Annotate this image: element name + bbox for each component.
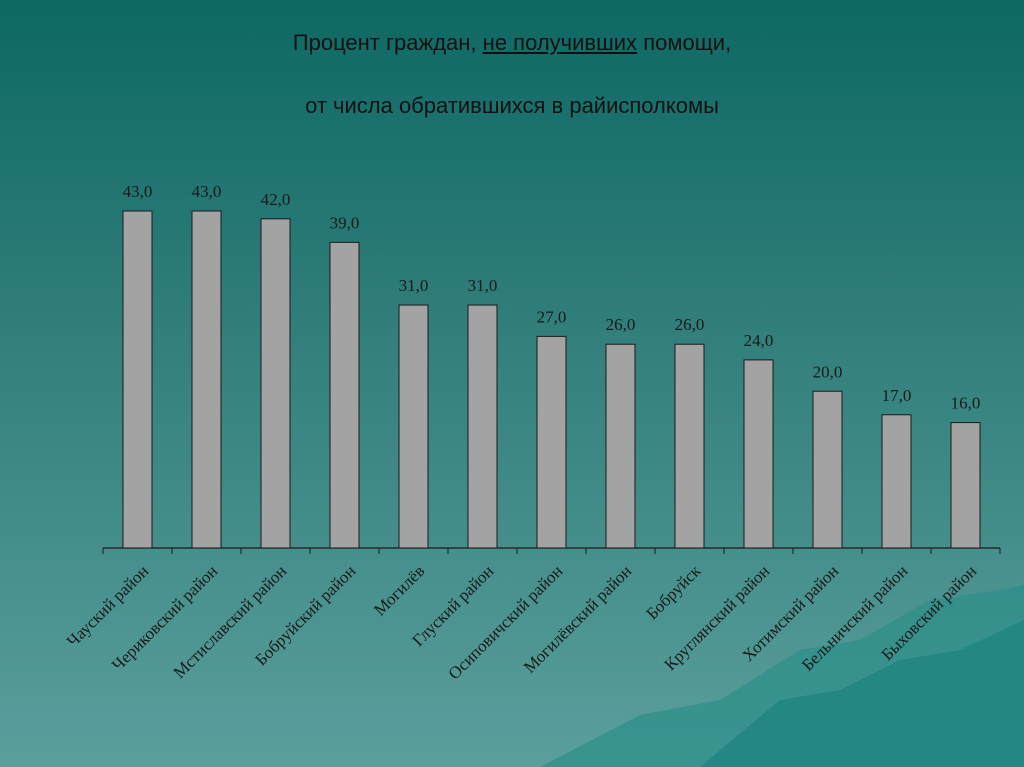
value-label: 26,0	[675, 315, 705, 334]
value-label: 24,0	[744, 331, 774, 350]
bar	[674, 343, 705, 549]
bar	[950, 422, 981, 549]
subtitle: от числа обратившихся в райисполкомы	[305, 93, 719, 118]
title: Процент граждан, не получивших помощи,	[0, 30, 1024, 56]
value-label: 43,0	[192, 182, 222, 201]
value-label: 20,0	[813, 362, 843, 381]
title-part: Процент граждан,	[292, 30, 477, 55]
mountain	[700, 620, 1024, 767]
value-label: 17,0	[882, 386, 912, 405]
value-label: 31,0	[399, 276, 429, 295]
bar	[467, 304, 498, 549]
bar	[329, 241, 360, 549]
bar	[812, 390, 843, 549]
x-tick-label: Осиповичский район	[445, 561, 567, 683]
bar	[881, 414, 912, 549]
value-label: 43,0	[123, 182, 153, 201]
x-tick-label: Могилёв	[370, 561, 428, 619]
value-label: 27,0	[537, 307, 567, 326]
title-part: помощи,	[643, 30, 732, 55]
title-part: не получивших	[482, 30, 638, 55]
bar	[260, 218, 291, 549]
x-tick-label: Бобруйск	[642, 561, 704, 623]
x-tick-label: Мстиславский район	[170, 561, 291, 682]
bar	[605, 343, 636, 549]
value-label: 31,0	[468, 276, 498, 295]
bar	[536, 335, 567, 549]
value-label: 16,0	[951, 394, 981, 413]
value-label: 39,0	[330, 213, 360, 232]
bar	[191, 210, 222, 549]
value-label: 42,0	[261, 190, 291, 209]
bar	[398, 304, 429, 549]
bar	[122, 210, 153, 549]
bar	[743, 359, 774, 549]
value-label: 26,0	[606, 315, 636, 334]
